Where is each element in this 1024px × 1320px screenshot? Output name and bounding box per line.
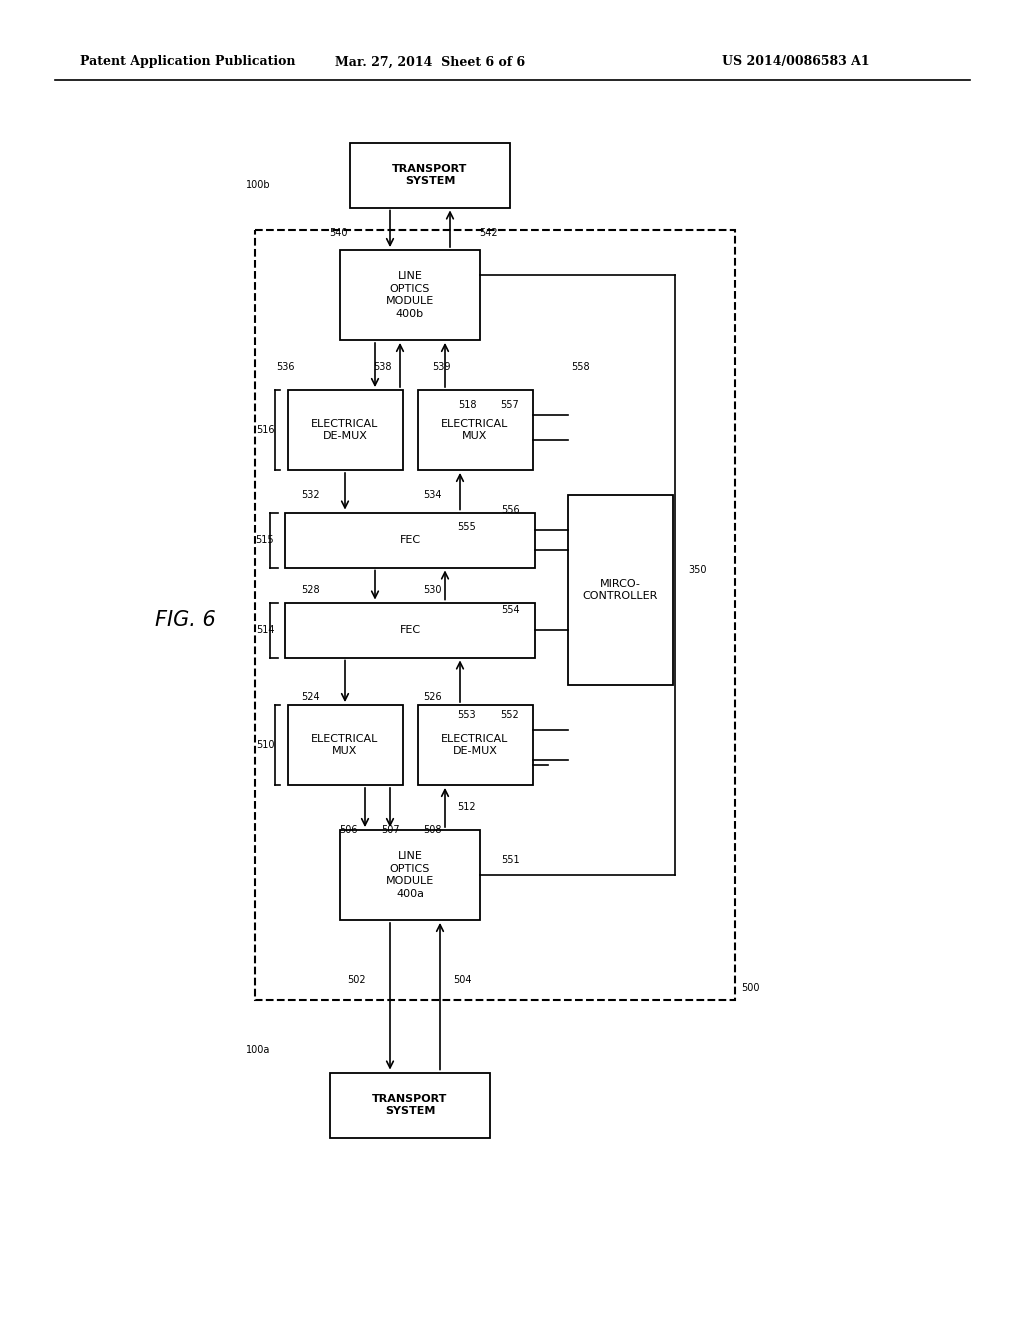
Text: 558: 558 xyxy=(570,362,590,372)
Bar xyxy=(285,512,535,568)
Text: FEC: FEC xyxy=(399,535,421,545)
Bar xyxy=(330,1072,490,1138)
Text: TRANSPORT
SYSTEM: TRANSPORT SYSTEM xyxy=(373,1094,447,1117)
Text: 552: 552 xyxy=(501,710,519,719)
Text: 350: 350 xyxy=(689,565,708,576)
Text: 553: 553 xyxy=(458,710,476,719)
Text: Mar. 27, 2014  Sheet 6 of 6: Mar. 27, 2014 Sheet 6 of 6 xyxy=(335,55,525,69)
Text: 504: 504 xyxy=(453,975,471,985)
Bar xyxy=(340,830,480,920)
Bar xyxy=(418,389,532,470)
Text: Patent Application Publication: Patent Application Publication xyxy=(80,55,296,69)
Text: 510: 510 xyxy=(256,741,274,750)
Text: 524: 524 xyxy=(301,692,319,702)
Text: ELECTRICAL
DE-MUX: ELECTRICAL DE-MUX xyxy=(441,734,509,756)
Text: 100b: 100b xyxy=(246,180,270,190)
Text: 557: 557 xyxy=(501,400,519,411)
Text: 539: 539 xyxy=(432,362,451,372)
Text: ELECTRICAL
MUX: ELECTRICAL MUX xyxy=(441,418,509,441)
Text: 506: 506 xyxy=(339,825,357,836)
Text: 556: 556 xyxy=(501,506,519,515)
Text: 555: 555 xyxy=(458,521,476,532)
Text: 516: 516 xyxy=(256,425,274,436)
Text: 526: 526 xyxy=(423,692,441,702)
Bar xyxy=(340,249,480,341)
Text: 538: 538 xyxy=(373,362,391,372)
Text: MIRCO-
CONTROLLER: MIRCO- CONTROLLER xyxy=(583,578,657,601)
Text: 512: 512 xyxy=(458,803,476,812)
Text: 530: 530 xyxy=(423,585,441,595)
Text: TRANSPORT
SYSTEM: TRANSPORT SYSTEM xyxy=(392,164,468,186)
Bar xyxy=(255,230,735,1001)
Text: 518: 518 xyxy=(458,400,476,411)
Text: 528: 528 xyxy=(301,585,319,595)
Bar xyxy=(288,389,402,470)
Text: 514: 514 xyxy=(256,624,274,635)
Text: 536: 536 xyxy=(275,362,294,372)
Bar xyxy=(350,143,510,207)
Bar xyxy=(285,602,535,657)
Bar xyxy=(288,705,402,785)
Text: 507: 507 xyxy=(381,825,399,836)
Text: 508: 508 xyxy=(423,825,441,836)
Bar xyxy=(567,495,673,685)
Text: LINE
OPTICS
MODULE
400b: LINE OPTICS MODULE 400b xyxy=(386,272,434,318)
Text: 532: 532 xyxy=(301,490,319,500)
Bar xyxy=(418,705,532,785)
Text: 551: 551 xyxy=(501,855,519,865)
Text: 542: 542 xyxy=(478,228,498,238)
Text: 540: 540 xyxy=(329,228,347,238)
Text: 554: 554 xyxy=(501,605,519,615)
Text: FIG. 6: FIG. 6 xyxy=(155,610,215,630)
Text: ELECTRICAL
DE-MUX: ELECTRICAL DE-MUX xyxy=(311,418,379,441)
Text: 500: 500 xyxy=(740,983,759,993)
Text: ELECTRICAL
MUX: ELECTRICAL MUX xyxy=(311,734,379,756)
Text: US 2014/0086583 A1: US 2014/0086583 A1 xyxy=(722,55,870,69)
Text: 534: 534 xyxy=(423,490,441,500)
Text: LINE
OPTICS
MODULE
400a: LINE OPTICS MODULE 400a xyxy=(386,851,434,899)
Text: FEC: FEC xyxy=(399,624,421,635)
Text: 100a: 100a xyxy=(246,1045,270,1055)
Text: 515: 515 xyxy=(256,535,274,545)
Text: 502: 502 xyxy=(347,975,366,985)
